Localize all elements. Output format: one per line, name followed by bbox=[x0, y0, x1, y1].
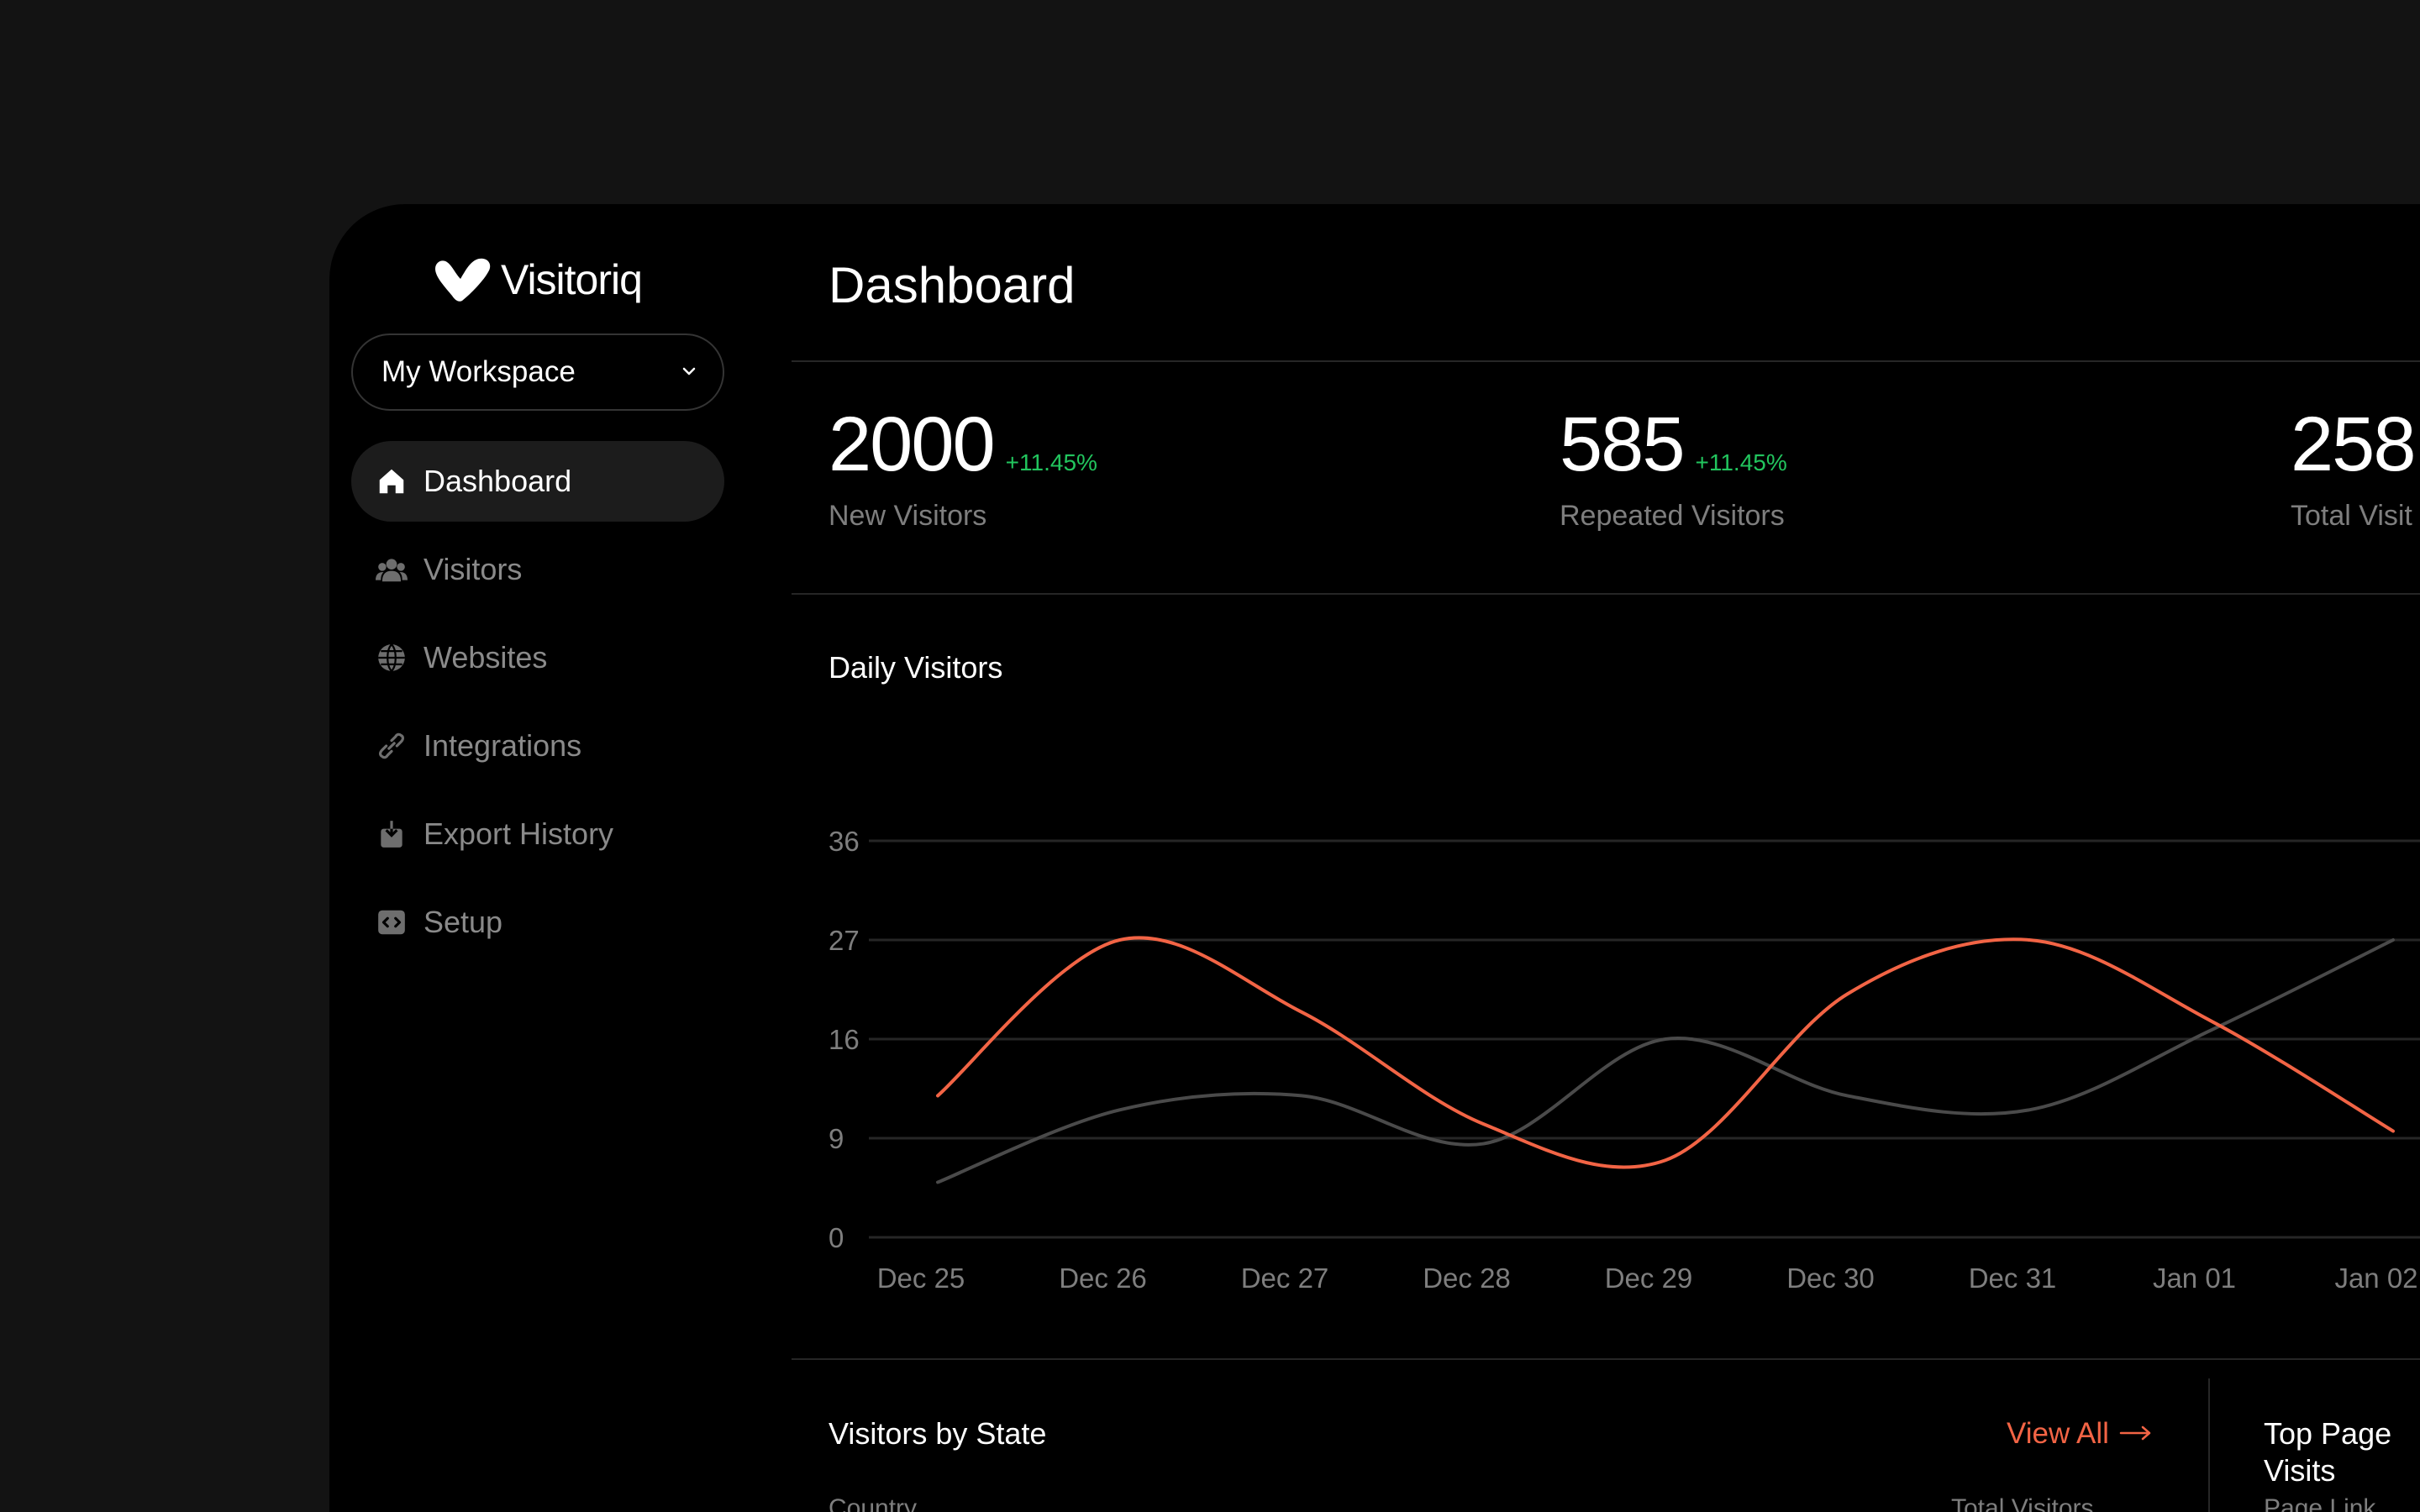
sidebar-item-dashboard[interactable]: Dashboard bbox=[351, 441, 724, 522]
workspace-label: My Workspace bbox=[381, 355, 576, 388]
export-icon bbox=[375, 817, 408, 851]
header-divider bbox=[792, 360, 2420, 362]
x-tick-label: Dec 26 bbox=[1059, 1263, 1147, 1294]
stats-divider bbox=[792, 593, 2420, 595]
view-all-link[interactable]: View All bbox=[2007, 1415, 2153, 1452]
sidebar-item-visitors[interactable]: Visitors bbox=[351, 529, 724, 610]
stat-value: 2000 bbox=[829, 402, 996, 487]
y-tick-label: 36 bbox=[829, 826, 860, 857]
x-tick-label: Dec 31 bbox=[1969, 1263, 2057, 1294]
stat-value: 585 bbox=[1560, 402, 1685, 487]
sidebar-item-export-history[interactable]: Export History bbox=[351, 794, 724, 874]
sidebar-item-label: Visitors bbox=[424, 552, 523, 586]
stat-card-new-visitors: 2000 +11.45% New Visitors bbox=[829, 406, 1097, 533]
sidebar-nav: Dashboard Visitors bbox=[351, 441, 724, 970]
sidebar-item-integrations[interactable]: Integrations bbox=[351, 706, 724, 786]
sidebar-item-label: Export History bbox=[424, 816, 614, 851]
page-title: Dashboard bbox=[829, 257, 1076, 313]
stat-label: Total Visit bbox=[2291, 500, 2412, 532]
logo-mark-icon bbox=[432, 257, 492, 302]
panel-divider bbox=[2208, 1378, 2210, 1512]
y-tick-label: 9 bbox=[829, 1123, 844, 1154]
code-icon bbox=[375, 906, 408, 939]
brand-name: Visitoriq bbox=[501, 256, 643, 303]
x-tick-label: Jan 01 bbox=[2153, 1263, 2236, 1294]
top-page-visits-title: Top Page Visits bbox=[2264, 1416, 2392, 1488]
brand-logo[interactable]: Visitoriq bbox=[432, 255, 643, 305]
main-content: Dashboard 2000 +11.45% New Visitors 585 … bbox=[792, 204, 2420, 1512]
x-tick-label: Dec 25 bbox=[877, 1263, 965, 1294]
sidebar-item-label: Setup bbox=[424, 905, 503, 939]
arrow-right-icon bbox=[2119, 1415, 2153, 1452]
view-all-label: View All bbox=[2007, 1417, 2109, 1450]
column-header-page-link: Page Link bbox=[2264, 1494, 2376, 1512]
users-icon bbox=[375, 553, 408, 586]
x-tick-label: Dec 27 bbox=[1241, 1263, 1329, 1294]
workspace-selector[interactable]: My Workspace bbox=[351, 333, 724, 411]
chart-divider bbox=[792, 1358, 2420, 1360]
x-tick-label: Dec 30 bbox=[1786, 1263, 1875, 1294]
column-header-total-visitors: Total Visitors bbox=[1951, 1494, 2094, 1512]
stat-label: New Visitors bbox=[829, 500, 987, 532]
stat-value: 258 bbox=[2291, 402, 2416, 487]
x-tick-label: Dec 28 bbox=[1423, 1263, 1511, 1294]
stat-label: Repeated Visitors bbox=[1560, 500, 1785, 532]
x-tick-label: Dec 29 bbox=[1605, 1263, 1693, 1294]
stat-card-total-visitors: 258 Total Visit bbox=[2291, 406, 2420, 533]
stat-delta: +11.45% bbox=[1695, 449, 1787, 475]
visitors-by-state-title: Visitors by State bbox=[829, 1416, 1047, 1451]
y-tick-label: 0 bbox=[829, 1222, 844, 1253]
sidebar: Visitoriq My Workspace Dashboard bbox=[329, 204, 792, 1512]
chart-title: Daily Visitors bbox=[829, 650, 1003, 685]
sidebar-item-setup[interactable]: Setup bbox=[351, 882, 724, 963]
sidebar-item-label: Websites bbox=[424, 640, 548, 675]
daily-visitors-chart: 0 9 16 27 36 Dec 25 Dec 26 Dec 27 Dec 28 Dec 29 De… bbox=[829, 826, 2420, 1294]
stat-delta: +11.45% bbox=[1005, 449, 1097, 475]
series-line bbox=[936, 938, 2395, 1184]
sidebar-item-label: Integrations bbox=[424, 728, 582, 763]
stat-card-repeated-visitors: 585 +11.45% Repeated Visitors bbox=[1560, 406, 1787, 533]
y-tick-label: 27 bbox=[829, 925, 860, 956]
series-line bbox=[936, 936, 2395, 1169]
sidebar-item-websites[interactable]: Websites bbox=[351, 617, 724, 698]
chevron-down-icon bbox=[679, 355, 699, 389]
link-icon bbox=[375, 729, 408, 763]
column-header-country: Country bbox=[829, 1494, 918, 1512]
x-tick-label: Jan 02 bbox=[2334, 1263, 2417, 1294]
y-tick-label: 16 bbox=[829, 1024, 860, 1055]
sidebar-item-label: Dashboard bbox=[424, 464, 572, 498]
globe-icon bbox=[375, 641, 408, 675]
home-icon bbox=[375, 465, 408, 498]
app-window: Visitoriq My Workspace Dashboard bbox=[329, 204, 2420, 1512]
